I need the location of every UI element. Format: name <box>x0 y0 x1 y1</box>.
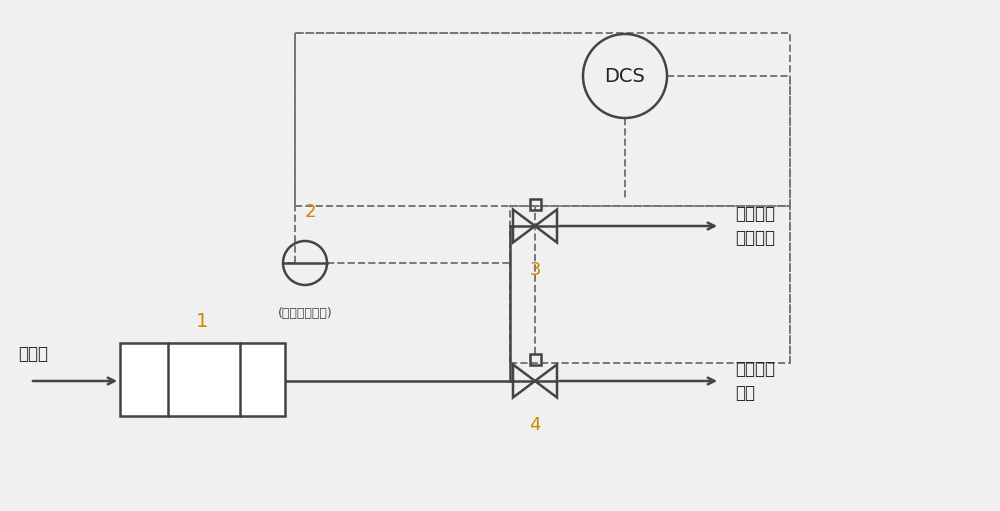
Text: DCS: DCS <box>605 66 645 85</box>
Text: 4: 4 <box>529 415 541 433</box>
Text: 清焦气去: 清焦气去 <box>735 360 775 378</box>
Bar <box>530 198 540 210</box>
Text: 急冷水塔: 急冷水塔 <box>735 229 775 247</box>
Text: 3: 3 <box>529 261 541 278</box>
Bar <box>295 33 790 206</box>
Text: (无压力差状态): (无压力差状态) <box>278 307 332 320</box>
Text: 1: 1 <box>196 312 209 331</box>
Bar <box>120 343 285 416</box>
Text: 炉膛: 炉膛 <box>735 384 755 402</box>
Text: 裂解气去: 裂解气去 <box>735 205 775 223</box>
Bar <box>530 354 540 364</box>
Text: 裂解气: 裂解气 <box>18 345 48 363</box>
Bar <box>510 206 790 363</box>
Text: 2: 2 <box>304 203 316 221</box>
